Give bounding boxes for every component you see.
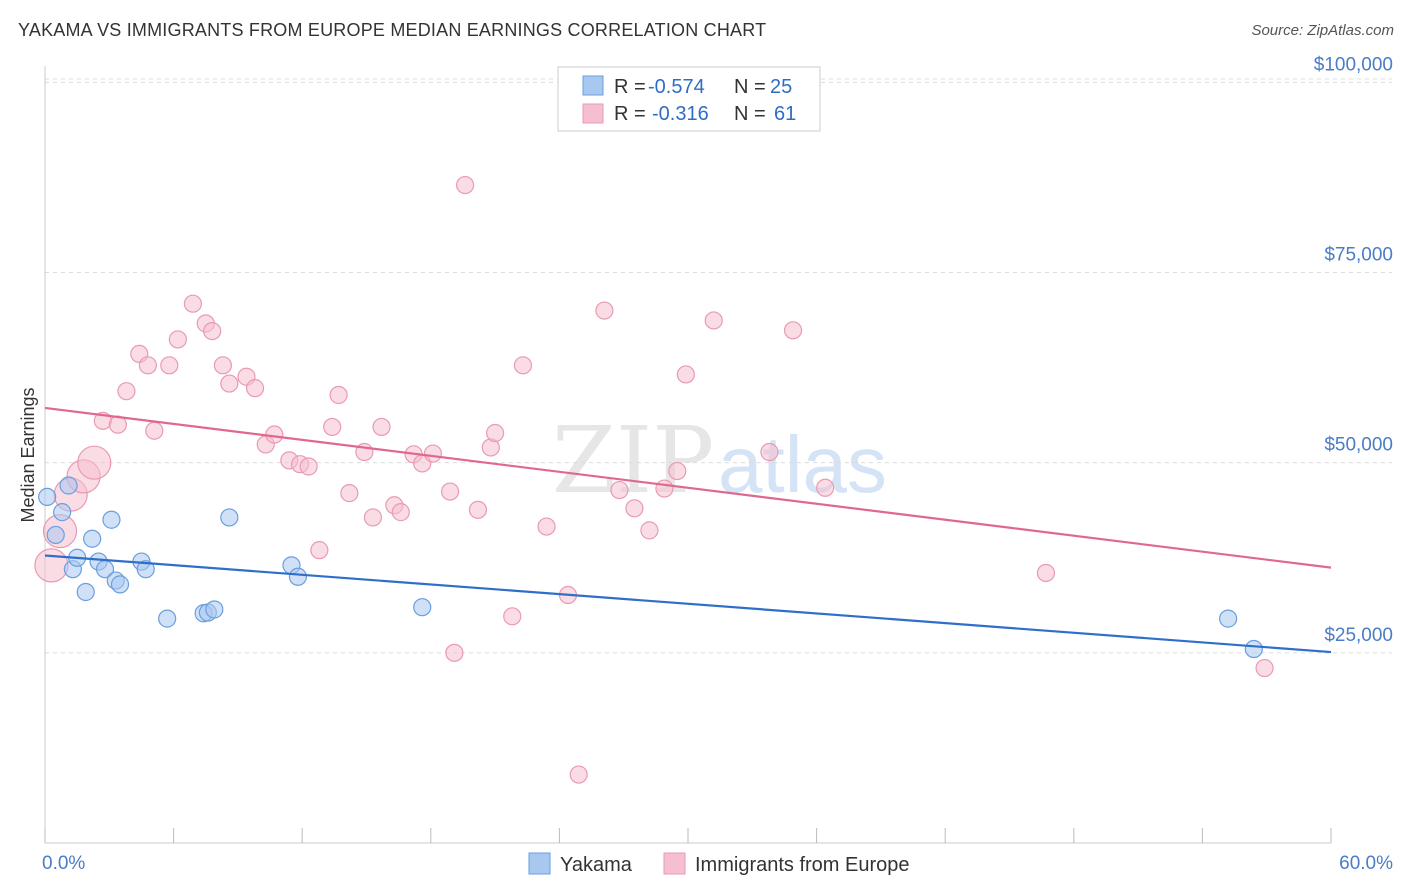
data-point	[676, 365, 695, 384]
data-point	[340, 484, 359, 503]
data-point	[136, 560, 155, 579]
data-point	[38, 487, 57, 507]
data-point	[220, 508, 239, 527]
legend-label-europe: Immigrants from Europe	[695, 854, 910, 876]
data-point	[537, 517, 556, 536]
data-point	[1255, 658, 1274, 678]
y-axis-title: Median Earnings	[18, 387, 38, 522]
y-axis-tick-labels: $25,000 $50,000 $75,000 $100,000	[1314, 54, 1393, 645]
trend-lines	[44, 406, 1332, 654]
data-point	[1244, 639, 1263, 659]
y-tick-label: $25,000	[1324, 625, 1393, 646]
data-point	[265, 425, 284, 444]
data-point	[468, 500, 488, 519]
data-point	[640, 521, 659, 540]
data-point	[391, 503, 410, 522]
data-point	[513, 356, 533, 375]
x-tick-label-max: 60.0%	[1339, 853, 1393, 874]
data-point	[160, 356, 179, 375]
data-point	[655, 479, 674, 498]
data-point	[455, 175, 475, 195]
data-point	[486, 423, 505, 443]
legend-swatch-yakama	[528, 852, 551, 875]
stats-r-value: -0.316	[652, 103, 709, 125]
stats-r-value: -0.574	[648, 76, 705, 98]
y-tick-label: $50,000	[1324, 435, 1393, 456]
data-point	[34, 548, 69, 583]
data-point	[145, 421, 164, 440]
legend-label-yakama: Yakama	[560, 854, 633, 876]
data-point	[329, 385, 348, 405]
data-point	[704, 311, 723, 330]
y-tick-label: $75,000	[1324, 245, 1393, 266]
trend-line-europe	[44, 406, 1332, 569]
source-credit: Source: ZipAtlas.com	[1251, 22, 1394, 39]
stats-swatch-yakama	[582, 75, 604, 96]
data-point	[610, 480, 629, 500]
y-tick-label: $100,000	[1314, 54, 1393, 75]
data-point	[203, 321, 222, 341]
stats-n-label: N =	[734, 76, 766, 98]
data-point	[423, 444, 443, 463]
data-point	[205, 600, 224, 619]
data-point	[138, 356, 157, 375]
data-point	[168, 330, 187, 349]
data-point	[440, 482, 460, 501]
data-point	[53, 503, 72, 522]
gridlines	[45, 78, 1392, 654]
watermark: ZIP atlas	[552, 407, 887, 514]
data-point	[783, 321, 803, 340]
data-point	[503, 607, 522, 626]
data-point	[760, 442, 779, 462]
data-point	[213, 356, 232, 375]
data-point	[102, 510, 121, 529]
data-point	[310, 541, 329, 560]
stats-legend: R = -0.574 N = 25 R = -0.316 N = 61	[557, 66, 821, 132]
chart-title: YAKAMA VS IMMIGRANTS FROM EUROPE MEDIAN …	[18, 20, 767, 40]
data-point	[83, 529, 102, 548]
data-point	[816, 478, 835, 497]
data-point	[46, 525, 65, 545]
watermark-zip: ZIP	[552, 407, 714, 514]
data-point	[245, 379, 265, 398]
data-point	[117, 382, 136, 401]
data-point	[569, 765, 588, 784]
data-point	[76, 582, 95, 602]
legend-swatch-europe	[663, 852, 686, 875]
data-point	[110, 575, 130, 594]
trend-line-yakama	[44, 554, 1332, 654]
data-point	[158, 609, 177, 628]
stats-r-label: R =	[614, 103, 646, 125]
x-tick-label-min: 0.0%	[42, 853, 85, 874]
data-point	[363, 508, 383, 527]
stats-n-value: 61	[774, 103, 796, 125]
bottom-legend: Yakama Immigrants from Europe	[528, 852, 910, 876]
data-point	[1036, 563, 1056, 583]
data-point	[1219, 609, 1238, 628]
data-point	[77, 445, 112, 480]
stats-r-label: R =	[614, 76, 646, 98]
data-point	[668, 461, 687, 481]
stats-swatch-europe	[582, 103, 604, 124]
data-point	[220, 374, 239, 393]
data-point	[595, 301, 614, 320]
data-point	[288, 567, 308, 586]
data-point	[625, 499, 644, 518]
data-point	[299, 457, 318, 476]
data-point	[59, 476, 78, 495]
data-point	[372, 417, 391, 437]
data-point	[445, 643, 464, 662]
data-point	[183, 294, 202, 313]
x-axis-ticks	[44, 828, 1332, 843]
stats-n-value: 25	[770, 76, 792, 98]
data-point	[413, 598, 432, 617]
data-point	[323, 417, 342, 437]
stats-n-label: N =	[734, 103, 766, 125]
